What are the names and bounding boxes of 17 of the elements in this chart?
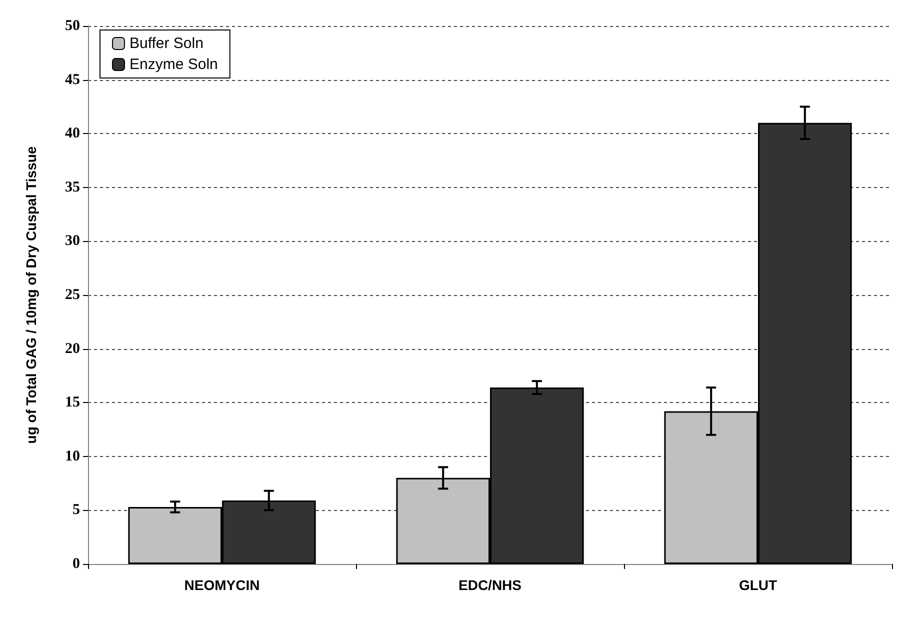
- y-tick-label: 5: [72, 502, 80, 518]
- y-tick-label: 25: [65, 287, 80, 303]
- y-tick-label: 45: [65, 72, 80, 88]
- y-tick-label: 10: [65, 448, 80, 464]
- x-tick-label: GLUT: [738, 577, 778, 593]
- y-tick-label: 15: [65, 394, 80, 411]
- legend-label: Enzyme Soln: [130, 56, 218, 73]
- y-tick-label: 30: [65, 233, 80, 250]
- y-tick-label: 35: [65, 179, 80, 196]
- x-tick-label: EDC/NHS: [458, 577, 522, 593]
- y-tick-label: 0: [72, 556, 80, 572]
- y-tick-label: 50: [65, 18, 80, 34]
- y-tick-label: 40: [65, 126, 80, 142]
- y-axis-title: ug of Total GAG / 10mg of Dry Cuspal Tissue: [23, 146, 39, 444]
- x-tick-label: NEOMYCIN: [184, 577, 260, 593]
- y-tick-label: 20: [65, 340, 80, 357]
- legend-label: Buffer Soln: [130, 35, 204, 52]
